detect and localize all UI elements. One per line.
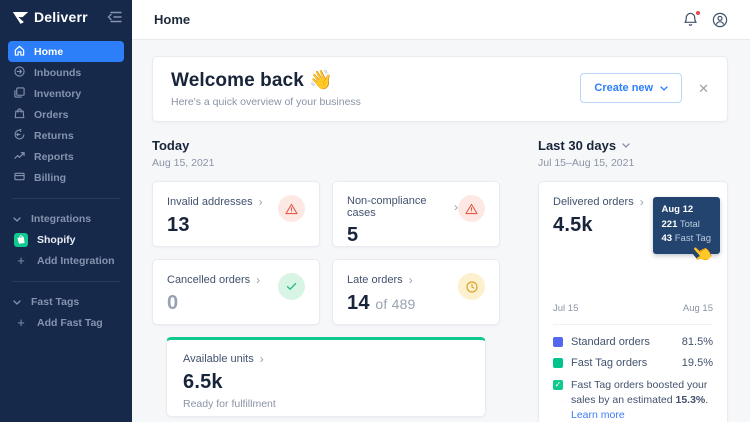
- chevron-down-icon: [13, 213, 21, 225]
- sidebar-nav: Home Inbounds Inventory Orders Returns R…: [0, 41, 132, 188]
- sidebar-collapse-icon[interactable]: [107, 11, 122, 23]
- logo-text: Deliverr: [34, 9, 88, 25]
- alert-triangle-icon: [458, 195, 485, 222]
- x-axis-start-label: Jul 15: [553, 303, 579, 314]
- sidebar-item-inventory[interactable]: Inventory: [8, 83, 124, 104]
- welcome-banner: Welcome back 👋 Here's a quick overview o…: [152, 56, 728, 122]
- main-area: Home Welcome back 👋 Here's a quick overv…: [132, 0, 750, 422]
- today-title: Today: [152, 138, 190, 153]
- user-avatar-icon[interactable]: [712, 12, 728, 28]
- date-range: Jul 15–Aug 15, 2021: [538, 157, 635, 169]
- clock-icon: [458, 273, 485, 300]
- close-icon[interactable]: ✕: [698, 80, 709, 96]
- learn-more-link[interactable]: Learn more: [571, 409, 625, 422]
- check-icon: [278, 273, 305, 300]
- standard-orders-swatch: [553, 337, 563, 347]
- add-fast-tag-button[interactable]: + Add Fast Tag: [0, 312, 132, 333]
- sidebar-item-orders[interactable]: Orders: [8, 104, 124, 125]
- stat-value: 13: [167, 214, 190, 236]
- stat-value: 0: [167, 292, 179, 314]
- chevron-right-icon: ›: [259, 352, 264, 366]
- boost-note: ✓ Fast Tag orders boosted your sales by …: [553, 379, 709, 422]
- last-30-days-section: Last 30 days Jul 15–Aug 15, 2021 Deliver…: [538, 138, 728, 422]
- chevron-right-icon: ›: [408, 273, 413, 287]
- chart-legend: Standard orders 81.5% Fast Tag orders 19…: [553, 324, 713, 422]
- chevron-right-icon: ›: [256, 273, 261, 287]
- legend-item-fast-tag: Fast Tag orders 19.5%: [553, 357, 713, 369]
- stat-value: 5: [347, 224, 359, 246]
- sidebar-item-shopify[interactable]: Shopify: [0, 229, 132, 250]
- content-area: Welcome back 👋 Here's a quick overview o…: [132, 40, 750, 422]
- welcome-subtitle: Here's a quick overview of your business: [171, 96, 361, 108]
- sidebar-divider: [12, 198, 120, 199]
- check-square-icon: ✓: [553, 380, 563, 390]
- sidebar-item-reports[interactable]: Reports: [8, 146, 124, 167]
- fast-tag-orders-swatch: [553, 358, 563, 368]
- inbound-arrow-icon: [14, 65, 25, 80]
- top-header: Home: [132, 0, 750, 40]
- legend-item-standard: Standard orders 81.5%: [553, 336, 713, 348]
- units-subtitle: Ready for fulfillment: [183, 398, 276, 410]
- chevron-down-icon: [660, 85, 668, 91]
- chevron-down-icon: [622, 143, 630, 148]
- chevron-right-icon: ›: [258, 195, 263, 209]
- home-icon: [14, 45, 25, 59]
- chevron-right-icon: ›: [639, 195, 644, 209]
- sidebar: Deliverr Home Inbounds Inventory Orders: [0, 0, 132, 422]
- delivered-orders-card: Delivered orders › 4.5k Jul 15 Aug 15 Aug…: [538, 181, 728, 422]
- add-integration-button[interactable]: + Add Integration: [0, 250, 132, 271]
- sidebar-item-home[interactable]: Home: [8, 41, 124, 62]
- shopping-bag-icon: [14, 107, 25, 122]
- stat-suffix: of 489: [375, 296, 416, 312]
- trend-chart-icon: [14, 150, 25, 164]
- delivered-orders-value: 4.5k: [553, 214, 593, 236]
- sidebar-divider: [12, 281, 120, 282]
- plus-icon: +: [17, 253, 25, 268]
- credit-card-icon: [14, 171, 25, 185]
- boxes-icon: [14, 86, 25, 101]
- page-title: Home: [154, 12, 191, 27]
- sidebar-section-fast-tags[interactable]: Fast Tags: [0, 292, 132, 312]
- deliverr-logo-icon: [12, 10, 29, 25]
- return-arrow-icon: [14, 128, 25, 143]
- stat-value: 14 of 489: [347, 292, 416, 314]
- available-units-card[interactable]: Available units › 6.5k Ready for fulfillm…: [166, 337, 486, 417]
- stat-card-late-orders[interactable]: Late orders › 14 of 489: [332, 259, 500, 325]
- sidebar-item-inbounds[interactable]: Inbounds: [8, 62, 124, 83]
- create-new-button[interactable]: Create new: [580, 73, 683, 103]
- alert-triangle-icon: [278, 195, 305, 222]
- stat-card-invalid-addresses[interactable]: Invalid addresses › 13: [152, 181, 320, 247]
- notification-dot: [696, 11, 700, 15]
- chevron-right-icon: ›: [454, 200, 458, 214]
- stat-value: 6.5k: [183, 371, 223, 393]
- today-date: Aug 15, 2021: [152, 157, 215, 169]
- delivered-orders-link[interactable]: Delivered orders ›: [553, 195, 644, 209]
- today-section: Today Aug 15, 2021 Invalid addresses › 13: [152, 138, 500, 422]
- sidebar-item-billing[interactable]: Billing: [8, 167, 124, 188]
- chart-tooltip: Aug 12 221 Total 43 Fast Tag: [652, 197, 720, 260]
- sidebar-section-integrations[interactable]: Integrations: [0, 209, 132, 229]
- chevron-down-icon: [13, 296, 21, 308]
- notifications-bell-icon[interactable]: [683, 11, 700, 27]
- shopify-icon: [14, 232, 28, 247]
- stat-card-cancelled-orders[interactable]: Cancelled orders › 0: [152, 259, 320, 325]
- last-30-days-selector[interactable]: Last 30 days: [538, 138, 728, 153]
- tooltip-date: Aug 12: [661, 204, 694, 215]
- sidebar-item-returns[interactable]: Returns: [8, 125, 124, 146]
- x-axis-end-label: Aug 15: [682, 303, 713, 314]
- plus-icon: +: [17, 315, 25, 330]
- welcome-title: Welcome back 👋: [171, 70, 333, 91]
- stat-card-non-compliance[interactable]: Non-compliance cases › 5: [332, 181, 500, 247]
